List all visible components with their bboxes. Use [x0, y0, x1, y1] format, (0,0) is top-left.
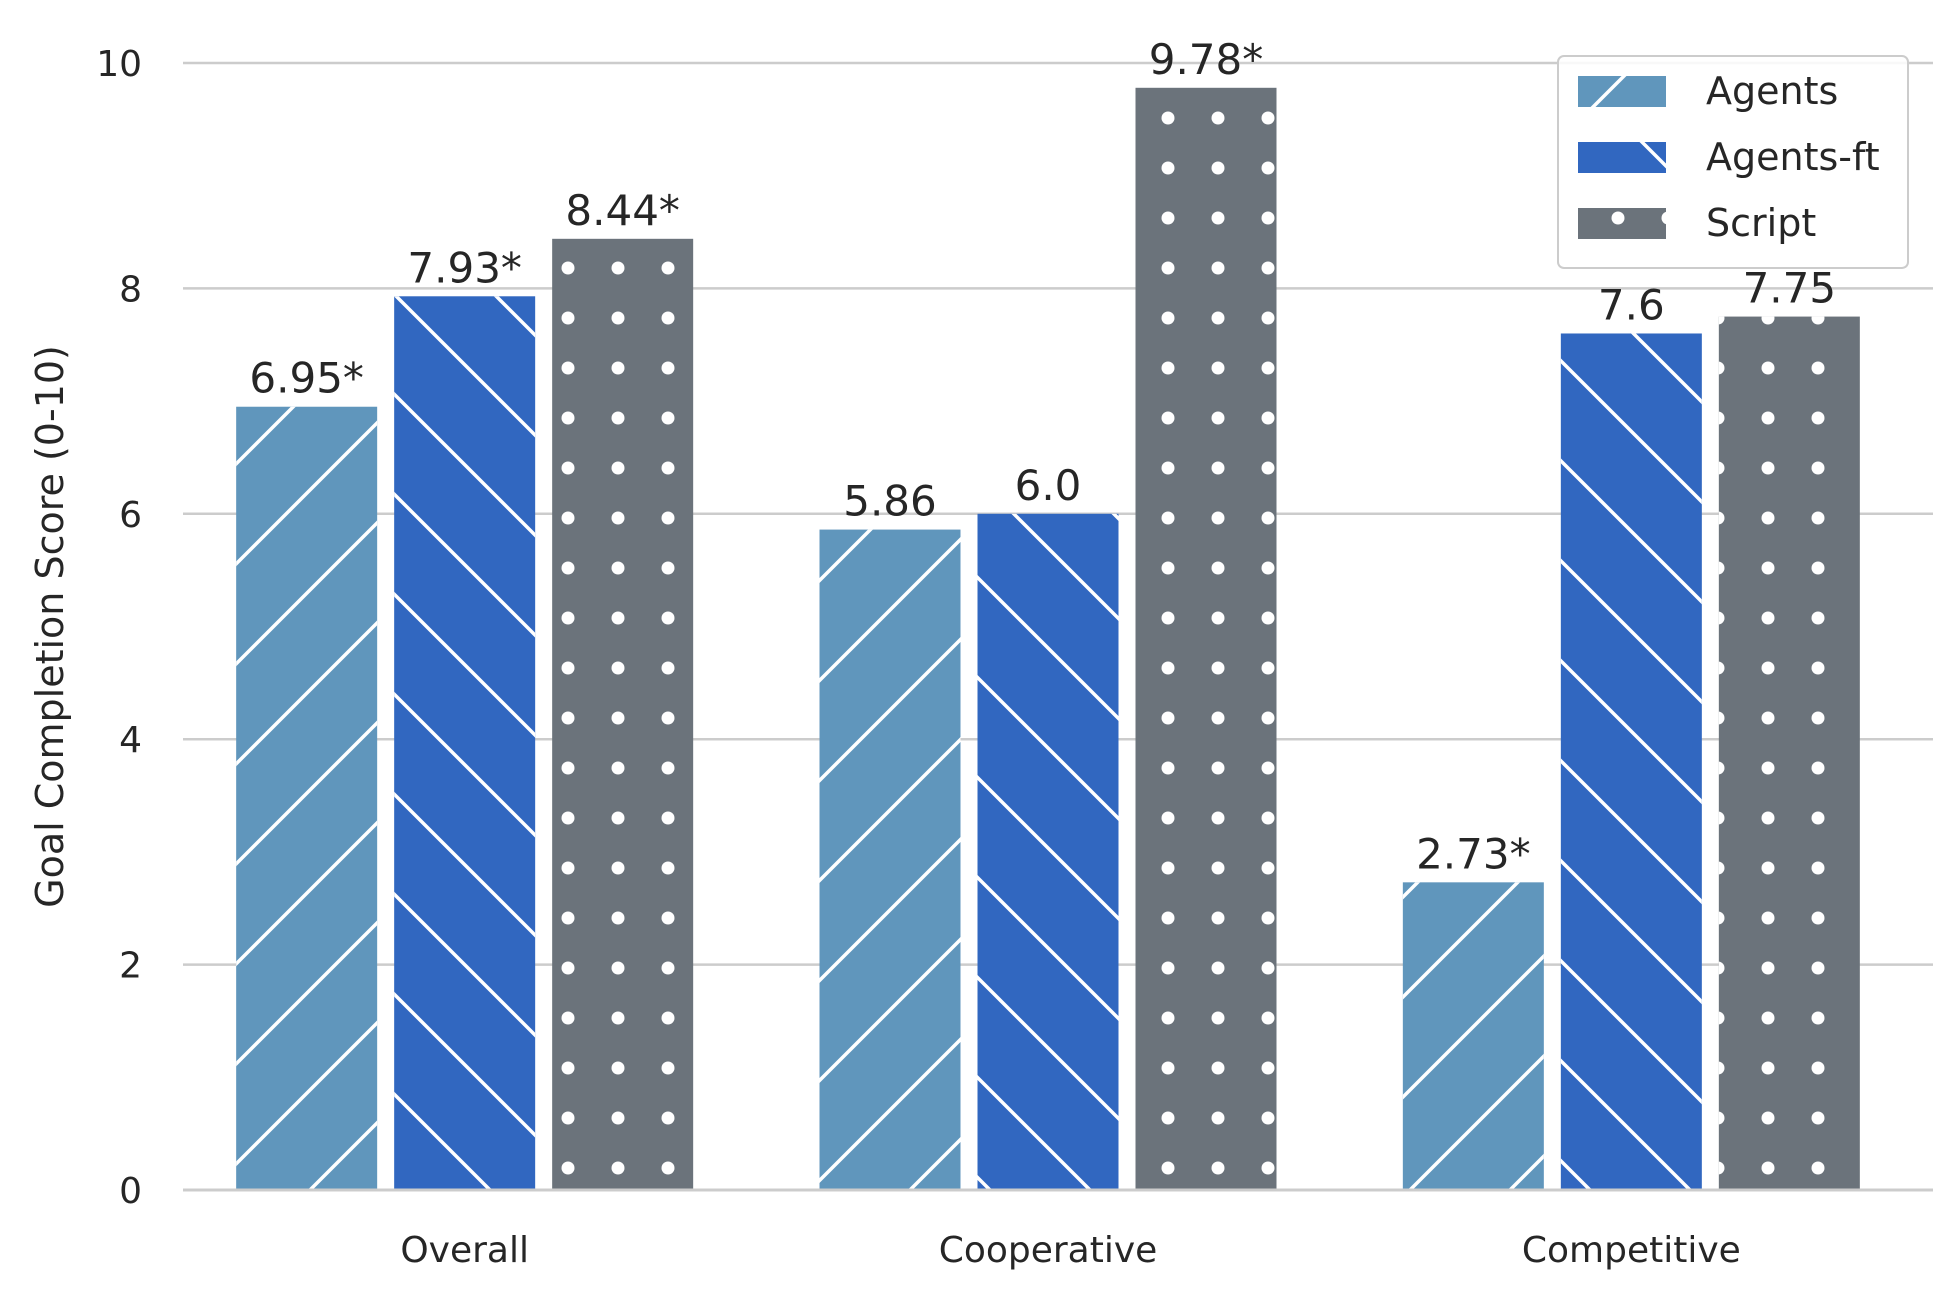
legend-item-script[interactable]: Script: [1578, 201, 1816, 245]
bar-agents-cooperative: [819, 529, 961, 1190]
x-tick-label-overall: Overall: [400, 1230, 529, 1271]
data-labels: 6.95* 7.93* 8.44* 5.86 6.0 9.78* 2.73* 7.6 7.75: [249, 35, 1836, 879]
data-label-agents-cooperative: 5.86: [843, 477, 937, 526]
bar-agents-ft-overall: [394, 296, 536, 1190]
bar-script-overall: [552, 238, 694, 1190]
data-label-agents-overall: 6.95*: [249, 354, 364, 403]
data-label-script-cooperative: 9.78*: [1149, 35, 1264, 84]
data-label-agents-ft-overall: 7.93*: [407, 243, 522, 292]
y-axis-title: Goal Completion Score (0-10): [28, 345, 72, 908]
bar-script-cooperative: [1135, 87, 1277, 1191]
legend-item-agents-ft[interactable]: Agents-ft: [1578, 135, 1880, 179]
y-tick-label: 8: [119, 269, 142, 310]
y-tick-label: 4: [119, 720, 142, 761]
bar-script-competitive: [1718, 316, 1860, 1190]
data-label-script-competitive: 7.75: [1743, 264, 1837, 313]
bar-agents-ft-cooperative: [977, 513, 1119, 1190]
data-label-script-overall: 8.44*: [565, 186, 680, 235]
data-label-agents-ft-cooperative: 6.0: [1015, 461, 1082, 510]
legend[interactable]: Agents Agents-ft Script: [1557, 55, 1909, 269]
legend-label: Agents: [1706, 69, 1838, 113]
bar-agents-overall: [236, 406, 378, 1190]
bar-agents-competitive: [1402, 882, 1544, 1190]
legend-item-agents[interactable]: Agents: [1578, 69, 1838, 113]
axes: 0 2 4 6 8 10 Goal Completion Score (0-10) Overa…: [28, 44, 1933, 1271]
y-tick-label: 10: [96, 44, 142, 85]
y-tick-label: 2: [119, 946, 142, 987]
legend-label: Script: [1706, 201, 1816, 245]
bars: [236, 87, 1860, 1191]
y-tick-label: 0: [119, 1171, 142, 1212]
x-tick-label-competitive: Competitive: [1522, 1230, 1741, 1271]
y-tick-label: 6: [119, 495, 142, 536]
legend-label: Agents-ft: [1706, 135, 1880, 179]
bar-agents-ft-competitive: [1560, 333, 1702, 1191]
data-label-agents-ft-competitive: 7.6: [1598, 280, 1665, 329]
data-label-agents-competitive: 2.73*: [1416, 829, 1531, 878]
x-tick-label-cooperative: Cooperative: [939, 1230, 1158, 1271]
